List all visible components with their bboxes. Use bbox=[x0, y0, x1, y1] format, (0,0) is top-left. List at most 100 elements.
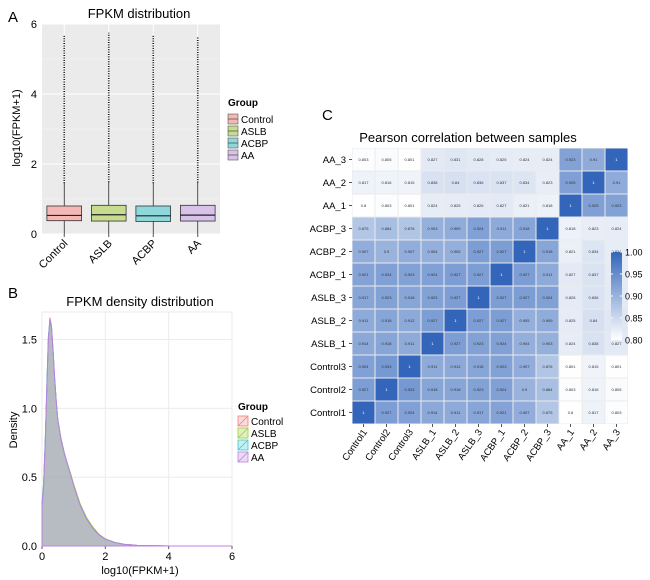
heatmap-cell bbox=[467, 378, 490, 401]
heatmap-cell-label: 0.91 bbox=[613, 180, 622, 185]
panel-b-title: FPKM density distribution bbox=[66, 294, 213, 309]
heatmap-cell bbox=[352, 217, 375, 240]
heatmap-cell bbox=[582, 286, 605, 309]
heatmap-cell bbox=[375, 263, 398, 286]
heatmap-cell bbox=[444, 309, 467, 332]
legend-key-slash bbox=[237, 427, 249, 439]
heatmap-cell bbox=[490, 355, 513, 378]
heatmap-cell bbox=[398, 332, 421, 355]
heatmap-cell bbox=[467, 263, 490, 286]
heatmap-ytick-label: AA_2 bbox=[323, 178, 346, 189]
heatmap-cell-label: 0.923 bbox=[496, 364, 507, 369]
heatmap-cell bbox=[582, 263, 605, 286]
legend-label: ASLB bbox=[241, 127, 267, 138]
heatmap-cell-label: 0.875 bbox=[358, 226, 369, 231]
heatmap-cell-label: 0.914 bbox=[427, 410, 438, 415]
heatmap-cell-label: 0.824 bbox=[565, 341, 576, 346]
heatmap-cell bbox=[559, 286, 582, 309]
heatmap-cell bbox=[398, 378, 421, 401]
heatmap-cell bbox=[605, 401, 628, 424]
heatmap-cell bbox=[513, 148, 536, 171]
heatmap-cell-label: 0.923 bbox=[565, 157, 576, 162]
heatmap-cell-label: 0.838 bbox=[588, 341, 599, 346]
panel-b-xtick-label: 0 bbox=[39, 551, 45, 563]
heatmap-cell-label: 0.918 bbox=[519, 226, 530, 231]
panel-a-boxplot: FPKM distribution log10(FPKM+1) Group 0 2… bbox=[11, 6, 273, 271]
heatmap-cell-label: 0.918 bbox=[450, 387, 461, 392]
heatmap-cell bbox=[582, 378, 605, 401]
box-acbp bbox=[135, 205, 172, 222]
heatmap-cell bbox=[467, 240, 490, 263]
heatmap-cell-label: 0.824 bbox=[519, 157, 530, 162]
legend-label: AA bbox=[241, 151, 255, 162]
heatmap-cell-label: 0.827 bbox=[496, 203, 507, 208]
panel-b-ylabel: Density bbox=[8, 411, 20, 448]
panel-label-a: A bbox=[8, 9, 18, 26]
heatmap-cell bbox=[490, 148, 513, 171]
heatmap-cell bbox=[444, 378, 467, 401]
heatmap-cell bbox=[444, 217, 467, 240]
heatmap-cell bbox=[375, 401, 398, 424]
heatmap-cell-label: 1 bbox=[477, 295, 480, 300]
heatmap-cell-label: 0.918 bbox=[473, 364, 484, 369]
heatmap-cell bbox=[444, 355, 467, 378]
heatmap-cell-label: 0.921 bbox=[358, 272, 369, 277]
heatmap-cell-label: 1 bbox=[546, 226, 549, 231]
heatmap-cell bbox=[559, 401, 582, 424]
panel-a-xtick-label: ASLB bbox=[86, 238, 114, 266]
legend-label: AA bbox=[251, 453, 265, 464]
heatmap-cell-label: 0.924 bbox=[496, 387, 507, 392]
heatmap-cell bbox=[375, 148, 398, 171]
heatmap-cell bbox=[582, 217, 605, 240]
heatmap-cell-label: 0.907 bbox=[358, 249, 369, 254]
heatmap-cell bbox=[352, 401, 375, 424]
heatmap-cell bbox=[605, 355, 628, 378]
legend-key-slash bbox=[237, 451, 249, 463]
heatmap-cell bbox=[513, 378, 536, 401]
heatmap-ytick-label: ASLB_3 bbox=[311, 293, 346, 304]
heatmap-cell-label: 0.903 bbox=[427, 226, 438, 231]
heatmap-cell-label: 0.816 bbox=[588, 387, 599, 392]
heatmap-cell bbox=[559, 309, 582, 332]
heatmap-cell bbox=[490, 378, 513, 401]
panel-a-title: FPKM distribution bbox=[88, 6, 191, 21]
heatmap-cell-label: 0.927 bbox=[473, 249, 484, 254]
panel-b-ytick-label: 0.5 bbox=[22, 472, 37, 484]
heatmap-cell bbox=[513, 332, 536, 355]
heatmap-cell bbox=[444, 171, 467, 194]
heatmap-cell-label: 0.927 bbox=[473, 318, 484, 323]
panel-a-ytick-label: 6 bbox=[31, 19, 37, 31]
heatmap-cell-label: 0.826 bbox=[565, 295, 576, 300]
heatmap-cell bbox=[490, 401, 513, 424]
heatmap-ytick-label: ACBP_1 bbox=[310, 270, 346, 281]
heatmap-cell-label: 0.927 bbox=[358, 387, 369, 392]
heatmap-cell bbox=[421, 309, 444, 332]
heatmap-cell-label: 0.91 bbox=[590, 157, 599, 162]
heatmap-cell-label: 0.927 bbox=[427, 318, 438, 323]
heatmap-cell bbox=[352, 332, 375, 355]
heatmap-cell bbox=[375, 240, 398, 263]
heatmap-cell-label: 0.918 bbox=[404, 295, 415, 300]
heatmap-cell bbox=[513, 240, 536, 263]
heatmap-cell bbox=[444, 263, 467, 286]
heatmap-cell-label: 0.824 bbox=[611, 249, 622, 254]
heatmap-cell bbox=[467, 355, 490, 378]
legend-label: Control bbox=[251, 417, 283, 428]
box-aslb bbox=[90, 204, 127, 222]
heatmap-cell bbox=[421, 401, 444, 424]
heatmap-cell-label: 0.904 bbox=[519, 341, 530, 346]
heatmap-cell-label: 0.817 bbox=[588, 410, 599, 415]
heatmap-cell-label: 0.911 bbox=[543, 272, 553, 277]
heatmap-cell bbox=[444, 194, 467, 217]
heatmap-cell-label: 0.924 bbox=[381, 272, 392, 277]
heatmap-cell-label: 0.815 bbox=[588, 364, 599, 369]
heatmap-ytick-label: Control3 bbox=[310, 362, 346, 373]
legend-label: ACBP bbox=[251, 441, 279, 452]
heatmap-cell bbox=[559, 217, 582, 240]
heatmap-cell-label: 0.818 bbox=[565, 226, 576, 231]
heatmap-cell bbox=[582, 332, 605, 355]
heatmap-cell-label: 0.923 bbox=[611, 203, 622, 208]
panel-b-density: FPKM density distribution Density log10(… bbox=[8, 294, 283, 577]
heatmap-cell bbox=[536, 378, 559, 401]
heatmap-cell-label: 0.803 bbox=[358, 157, 369, 162]
